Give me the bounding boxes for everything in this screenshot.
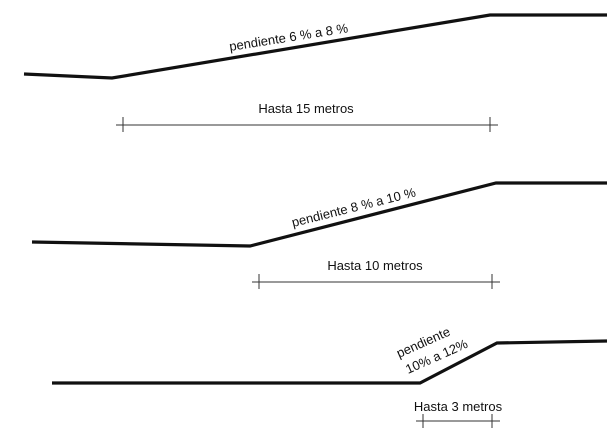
- distance-label-1: Hasta 15 metros: [258, 101, 354, 116]
- ramp-profile-line-1: [23, 13, 607, 80]
- ramp-profile-line-3: [52, 339, 607, 385]
- ramp-profile-3: pendiente 10% a 12% Hasta 3 metros: [52, 324, 607, 428]
- distance-dimension-3: Hasta 3 metros: [414, 399, 503, 428]
- distance-label-2: Hasta 10 metros: [327, 258, 423, 273]
- distance-label-3: Hasta 3 metros: [414, 399, 503, 414]
- ramp-profile-line-2: [31, 181, 607, 248]
- distance-dimension-1: Hasta 15 metros: [116, 101, 498, 132]
- ramp-profile-2: pendiente 8 % a 10 % Hasta 10 metros: [31, 181, 607, 289]
- ramp-profile-1: pendiente 6 % a 8 % Hasta 15 metros: [23, 13, 607, 132]
- distance-dimension-2: Hasta 10 metros: [252, 258, 500, 289]
